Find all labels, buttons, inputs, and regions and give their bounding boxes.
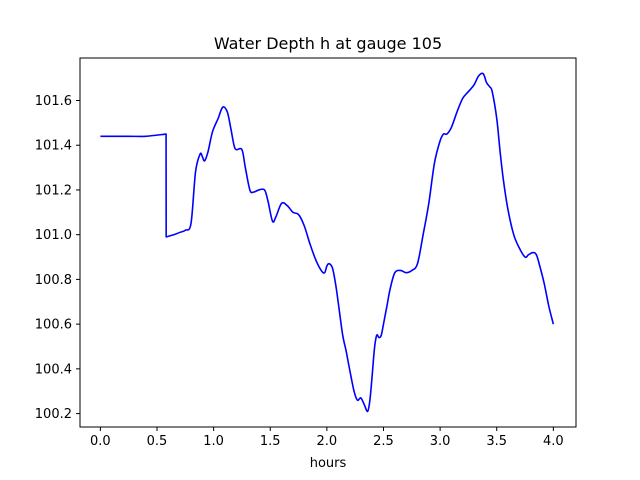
series-line	[100, 72, 555, 413]
x-tick-label: 2.0	[317, 434, 338, 449]
plot-frame	[79, 57, 577, 428]
x-tick-label: 3.5	[486, 434, 507, 449]
x-axis: 0.0 0.5 1.0 1.5 2.0 2.5 3.0 3.5 4.0	[90, 427, 564, 449]
y-axis: 100.2 100.4 100.6 100.8 101.0 101.2 101.4 101.6	[35, 94, 80, 422]
x-tick-label: 1.5	[260, 434, 281, 449]
x-axis-label: hours	[310, 456, 347, 471]
y-tick-label: 100.6	[35, 318, 72, 333]
y-tick-label: 100.8	[35, 273, 72, 288]
x-tick-label: 0.5	[147, 434, 168, 449]
chart-title: Water Depth h at gauge 105	[214, 34, 442, 53]
x-tick-label: 4.0	[543, 434, 564, 449]
y-tick-label: 100.2	[35, 407, 72, 422]
y-tick-label: 101.6	[35, 94, 72, 109]
x-tick-label: 0.0	[90, 434, 111, 449]
plot-area	[100, 72, 555, 413]
x-tick-label: 3.0	[430, 434, 451, 449]
x-tick-label: 1.0	[203, 434, 224, 449]
x-tick-label: 2.5	[373, 434, 394, 449]
y-tick-label: 101.2	[35, 183, 72, 198]
y-tick-label: 101.4	[35, 139, 72, 154]
y-tick-label: 100.4	[35, 362, 72, 377]
y-tick-label: 101.0	[35, 228, 72, 243]
